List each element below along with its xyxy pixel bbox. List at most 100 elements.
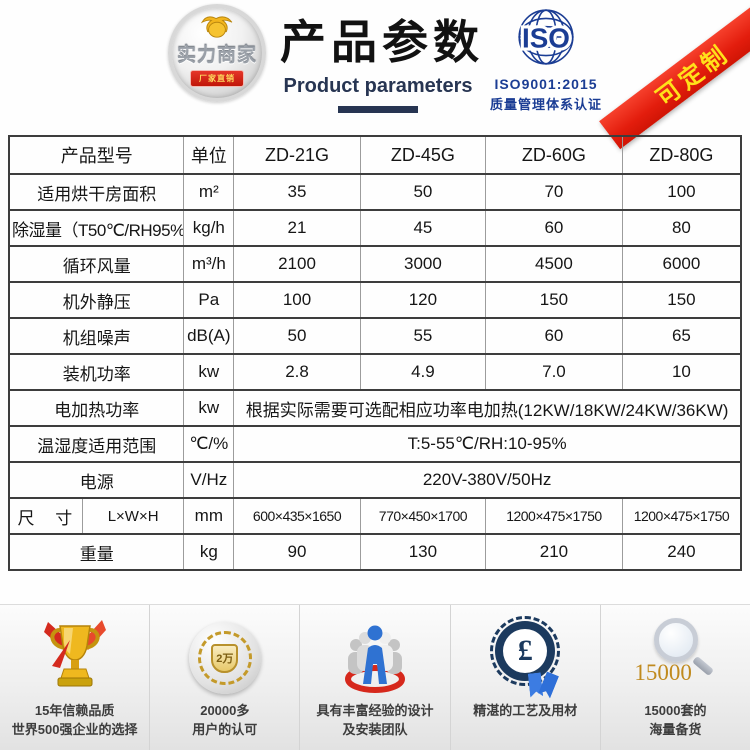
cell-value: 21 bbox=[233, 209, 361, 247]
page-title: 产品参数 bbox=[280, 16, 484, 68]
feature-users: 2万 20000多 用户的认可 bbox=[149, 605, 299, 750]
cell-value: 150 bbox=[621, 281, 742, 319]
cell-value: 150 bbox=[485, 281, 623, 319]
customizable-ribbon: 可定制 bbox=[599, 0, 750, 150]
feature-caption-line1: 15000套的 bbox=[644, 703, 707, 718]
feature-caption-line1: 具有丰富经验的设计 bbox=[316, 703, 434, 718]
cell-value: 50 bbox=[233, 317, 361, 355]
row-label: 机组噪声 bbox=[8, 317, 185, 355]
row-label: 电加热功率 bbox=[8, 389, 185, 427]
iso-cert-label: 质量管理体系认证 bbox=[489, 97, 602, 112]
feature-strip: 15年信赖品质 世界500强企业的选择 2万 20000多 用户的认可 bbox=[0, 604, 750, 750]
row-unit: ℃/% bbox=[183, 425, 235, 463]
col-header-zd80g: ZD-80G bbox=[621, 135, 742, 175]
cell-value: 10 bbox=[621, 353, 742, 391]
magnifier-handle bbox=[692, 655, 715, 677]
stock-count: 15000 bbox=[634, 660, 692, 685]
row-unit: kg/h bbox=[183, 209, 235, 247]
badge-banner: 厂家直销 bbox=[190, 70, 244, 87]
cell-value: 50 bbox=[359, 173, 487, 211]
team-icon bbox=[345, 625, 405, 693]
merchant-badge: 实力商家 厂家直销 bbox=[168, 4, 266, 102]
row-unit: Pa bbox=[183, 281, 235, 319]
badge-title: 实力商家 bbox=[176, 45, 257, 66]
iso-word: ISO bbox=[522, 22, 570, 53]
cell-value: 240 bbox=[621, 533, 742, 571]
cell-span-value: 根据实际需要可选配相应功率电加热(12KW/18KW/24KW/36KW) bbox=[233, 389, 742, 427]
cell-value: 210 bbox=[485, 533, 623, 571]
row-unit: mm bbox=[183, 497, 235, 535]
feature-craftsmanship: £ 精湛的工艺及用材 bbox=[449, 605, 600, 750]
row-unit: m³/h bbox=[183, 245, 235, 283]
cell-value: 7.0 bbox=[485, 353, 623, 391]
feature-caption-line2: 世界500强企业的选择 bbox=[11, 722, 138, 737]
medal-badge-text: 2万 bbox=[211, 643, 239, 673]
magnifier-icon: 15000 bbox=[632, 616, 718, 700]
col-header-zd21g: ZD-21G bbox=[233, 135, 361, 175]
feature-caption-line2: 海量备货 bbox=[649, 722, 702, 737]
craft-badge-symbol: £ bbox=[503, 629, 548, 673]
row-unit: kw bbox=[183, 389, 235, 427]
iso-certification: ISO ISO9001:2015 质量管理体系认证 bbox=[484, 4, 608, 113]
feature-caption-line2: 及安装团队 bbox=[342, 722, 408, 737]
table-row: 电加热功率 kw 根据实际需要可选配相应功率电加热(12KW/18KW/24KW… bbox=[8, 389, 742, 427]
table-header-row: 产品型号 单位 ZD-21G ZD-45G ZD-60G ZD-80G bbox=[8, 135, 742, 175]
trophy-icon bbox=[43, 620, 106, 687]
iso-globe-icon: ISO bbox=[518, 9, 574, 65]
feature-caption-line2: 用户的认可 bbox=[192, 722, 258, 737]
cell-value: 70 bbox=[485, 173, 623, 211]
feature-stock: 15000 15000套的 海量备货 bbox=[599, 605, 750, 750]
table-row: 装机功率 kw 2.8 4.9 7.0 10 bbox=[8, 353, 742, 391]
header: 实力商家 厂家直销 产品参数 Product parameters ISO IS… bbox=[0, 0, 750, 150]
row-label: 重量 bbox=[8, 533, 185, 571]
row-sublabel: L×W×H bbox=[107, 507, 159, 525]
feature-caption-line1: 20000多 bbox=[200, 703, 250, 718]
craft-badge-icon: £ bbox=[490, 616, 561, 681]
row-label: 电源 bbox=[8, 461, 185, 499]
feature-caption-line1: 15年信赖品质 bbox=[34, 703, 115, 718]
cell-value: 120 bbox=[359, 281, 487, 319]
title-underline bbox=[338, 106, 418, 113]
ribbon-tail-icon bbox=[528, 672, 543, 697]
bull-icon bbox=[200, 16, 233, 38]
cell-value: 90 bbox=[233, 533, 361, 571]
row-unit: m² bbox=[183, 173, 235, 211]
cell-value: 100 bbox=[621, 173, 742, 211]
table-row: 除湿量（T50℃/RH95%） kg/h 21 45 60 80 bbox=[8, 209, 742, 247]
cell-value: 2.8 bbox=[233, 353, 361, 391]
col-header-zd45g: ZD-45G bbox=[359, 135, 487, 175]
cell-value: 6000 bbox=[621, 245, 742, 283]
row-label: 温湿度适用范围 bbox=[8, 425, 185, 463]
cell-value: 4.9 bbox=[359, 353, 487, 391]
cell-value: 100 bbox=[233, 281, 361, 319]
page-subtitle: Product parameters bbox=[283, 75, 473, 97]
cell-value: 600×435×1650 bbox=[233, 497, 361, 535]
row-unit: kw bbox=[183, 353, 235, 391]
table-row: 机外静压 Pa 100 120 150 150 bbox=[8, 281, 742, 319]
row-label: 除湿量（T50℃/RH95%） bbox=[8, 209, 185, 247]
laurel-medal-icon: 2万 bbox=[188, 622, 261, 694]
spec-table: 产品型号 单位 ZD-21G ZD-45G ZD-60G ZD-80G 适用烘干… bbox=[8, 135, 742, 571]
row-label: 装机功率 bbox=[8, 353, 185, 391]
col-header-model: 产品型号 bbox=[8, 135, 185, 175]
iso-cert-number: ISO9001:2015 bbox=[494, 76, 598, 92]
cell-value: 80 bbox=[621, 209, 742, 247]
cell-value: 35 bbox=[233, 173, 361, 211]
cell-span-value: T:5-55℃/RH:10-95% bbox=[233, 425, 742, 463]
cell-value: 60 bbox=[485, 317, 623, 355]
cell-span-value: 220V-380V/50Hz bbox=[233, 461, 742, 499]
feature-caption-line1: 精湛的工艺及用材 bbox=[473, 703, 578, 718]
cell-value: 130 bbox=[359, 533, 487, 571]
row-label: 适用烘干房面积 bbox=[8, 173, 185, 211]
table-row: 适用烘干房面积 m² 35 50 70 100 bbox=[8, 173, 742, 211]
dimension-label-cell: 尺 寸 L×W×H bbox=[10, 500, 183, 532]
table-row: 电源 V/Hz 220V-380V/50Hz bbox=[8, 461, 742, 499]
table-row: 机组噪声 dB(A) 50 55 60 65 bbox=[8, 317, 742, 355]
cell-value: 2100 bbox=[233, 245, 361, 283]
row-label: 循环风量 bbox=[8, 245, 185, 283]
row-label: 机外静压 bbox=[8, 281, 185, 319]
row-label: 尺 寸 bbox=[10, 500, 83, 532]
magnifier-lens bbox=[654, 618, 699, 662]
table-row: 温湿度适用范围 ℃/% T:5-55℃/RH:10-95% bbox=[8, 425, 742, 463]
feature-quality: 15年信赖品质 世界500强企业的选择 bbox=[0, 605, 149, 750]
